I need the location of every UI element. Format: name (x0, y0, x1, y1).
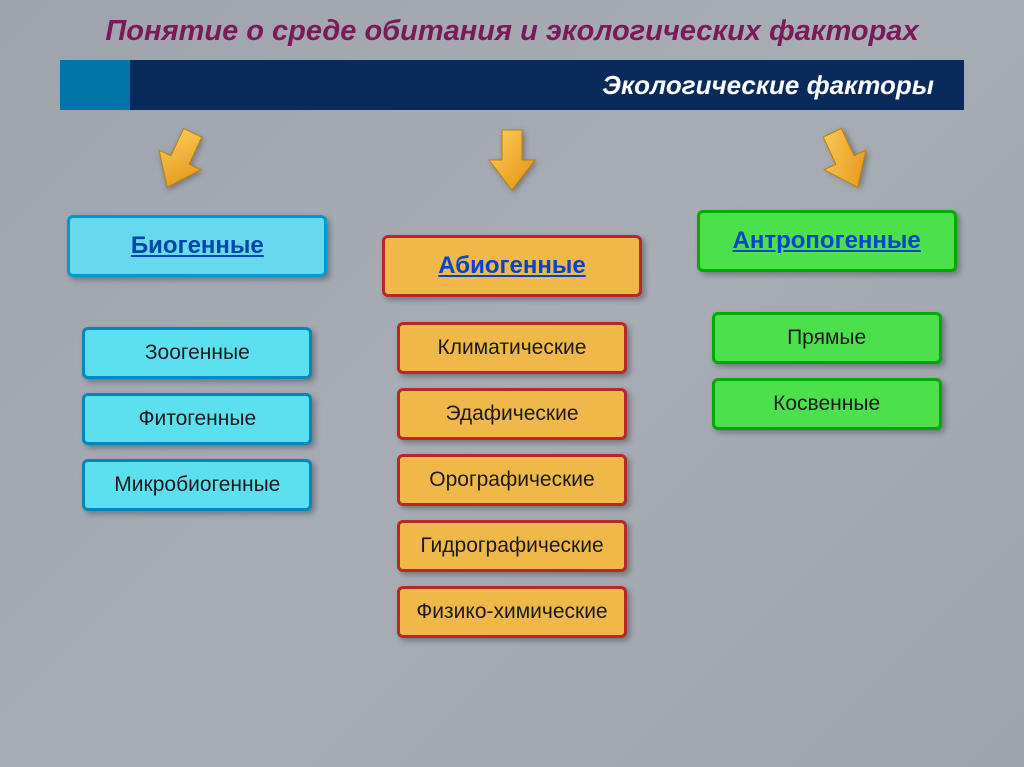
abiogenic-item: Климатические (397, 322, 627, 374)
biogenic-header: Биогенные (67, 215, 327, 277)
column-anthropogenic: Антропогенные Прямые Косвенные (687, 215, 967, 652)
biogenic-item: Микробиогенные (82, 459, 312, 511)
arrows-container (0, 120, 1024, 210)
column-abiogenic: Абиогенные Климатические Эдафические Оро… (372, 215, 652, 652)
abiogenic-item: Гидрографические (397, 520, 627, 572)
abiogenic-header: Абиогенные (382, 235, 642, 297)
columns-container: Биогенные Зоогенные Фитогенные Микробиог… (0, 215, 1024, 652)
biogenic-item: Зоогенные (82, 327, 312, 379)
abiogenic-item: Физико-химические (397, 586, 627, 638)
arrow-center-icon (487, 125, 537, 195)
subtitle-bar: Экологические факторы (60, 60, 964, 110)
column-biogenic: Биогенные Зоогенные Фитогенные Микробиог… (57, 215, 337, 652)
abiogenic-item: Эдафические (397, 388, 627, 440)
main-title: Понятие о среде обитания и экологических… (0, 0, 1024, 48)
arrow-left-icon (143, 118, 218, 203)
biogenic-item: Фитогенные (82, 393, 312, 445)
arrow-right-icon (808, 118, 883, 203)
anthropogenic-header: Антропогенные (697, 210, 957, 272)
subtitle-text: Экологические факторы (602, 70, 934, 101)
anthropogenic-item: Косвенные (712, 378, 942, 430)
anthropogenic-item: Прямые (712, 312, 942, 364)
abiogenic-item: Орографические (397, 454, 627, 506)
